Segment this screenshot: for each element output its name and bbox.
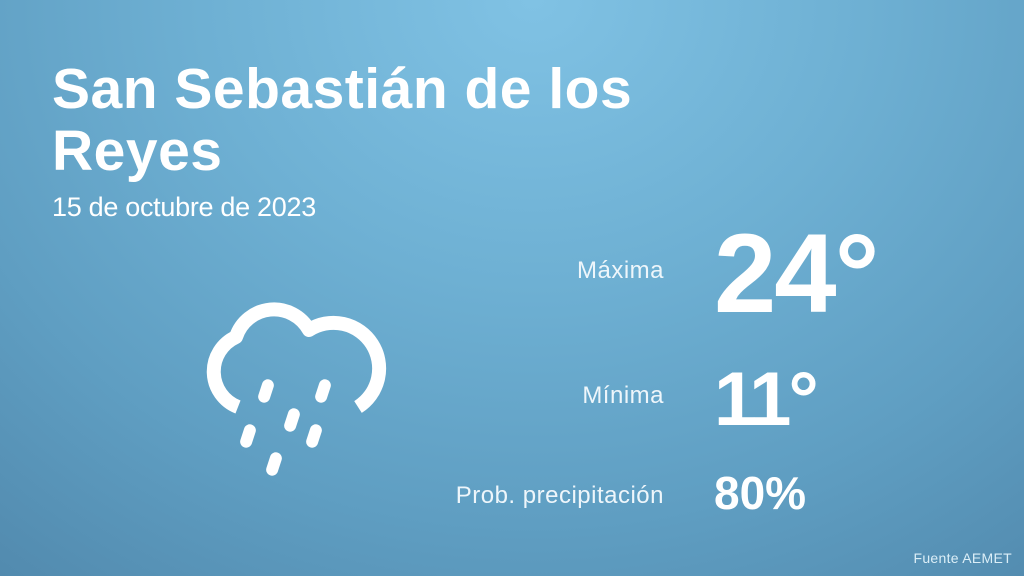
min-temp-label: Mínima	[582, 382, 664, 409]
precipitation-value: 80%	[714, 467, 807, 519]
rain-cloud-icon	[206, 302, 387, 476]
data-source: Fuente AEMET	[913, 550, 1012, 566]
min-temp-value: 11°	[714, 357, 819, 442]
max-temp-label: Máxima	[576, 257, 664, 284]
location-title: San Sebastián de los Reyes	[52, 57, 633, 183]
precipitation-label: Prob. precipitación	[455, 482, 664, 509]
forecast-date: 15 de octubre de 2023	[52, 192, 316, 222]
max-temp-value: 24°	[714, 211, 879, 336]
